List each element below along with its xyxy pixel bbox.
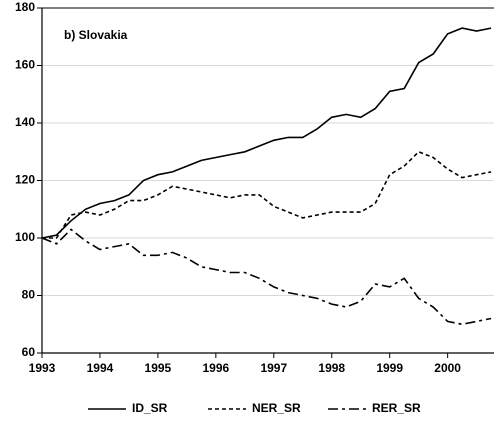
legend-label: RER_SR — [372, 401, 421, 415]
legend-label: NER_SR — [252, 401, 301, 415]
x-tick-label: 1997 — [260, 361, 287, 375]
series-line — [41, 27, 492, 239]
y-tick-label: 120 — [15, 173, 35, 187]
x-tick-label: 1996 — [202, 361, 229, 375]
y-tick-label: 180 — [15, 0, 35, 14]
x-tick-label: 2000 — [434, 361, 461, 375]
y-tick-label: 160 — [15, 58, 35, 72]
series-line — [42, 150, 492, 239]
x-tick-label: 1999 — [376, 361, 403, 375]
y-tick-label: 100 — [15, 230, 35, 244]
x-tick-label: 1993 — [29, 361, 56, 375]
x-tick-label: 1994 — [87, 361, 114, 375]
x-tick-label: 1998 — [318, 361, 345, 375]
y-tick-label: 80 — [22, 288, 36, 302]
chart-title: b) Slovakia — [64, 28, 128, 42]
y-tick-label: 140 — [15, 115, 35, 129]
series-line — [41, 228, 492, 326]
x-tick-label: 1995 — [145, 361, 172, 375]
y-tick-label: 60 — [22, 345, 36, 359]
legend-label: ID_SR — [132, 401, 168, 415]
